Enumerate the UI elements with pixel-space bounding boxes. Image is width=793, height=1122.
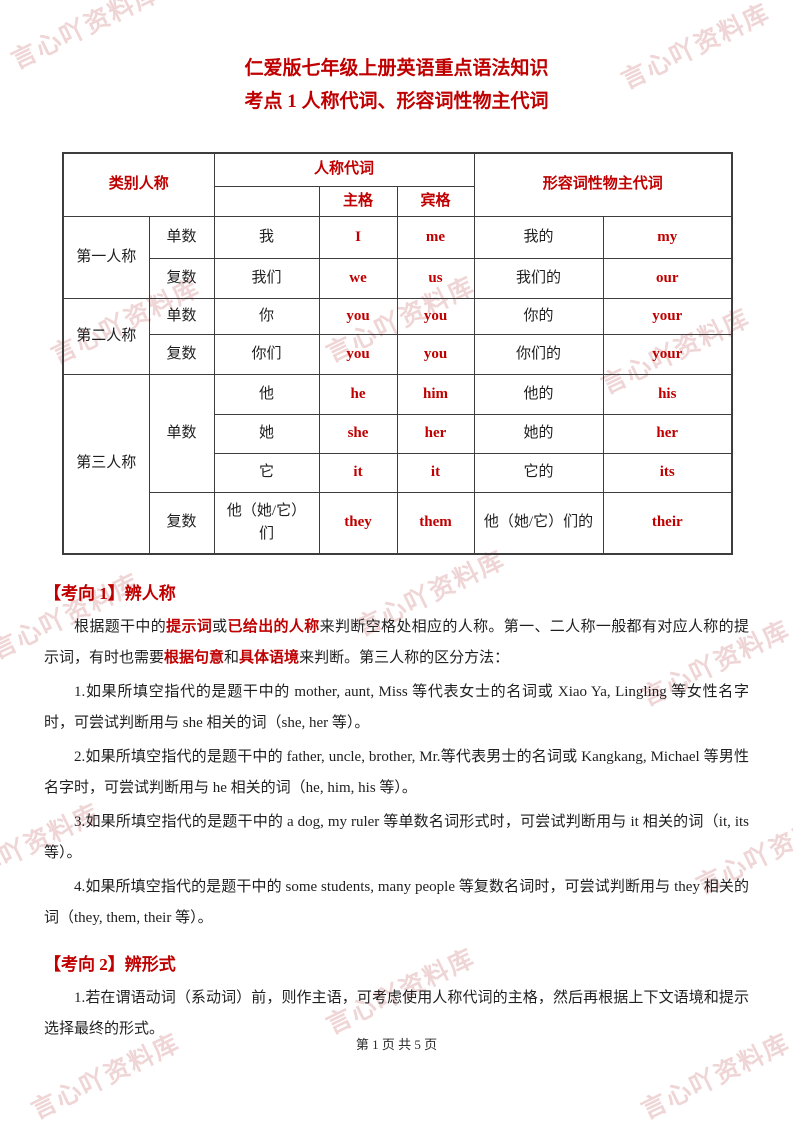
section-heading-kaoxiang1: 【考向 1】辨人称	[44, 584, 176, 604]
cell-number: 单数	[148, 215, 215, 259]
cell-objective: me	[396, 215, 475, 259]
paragraph: 4.如果所填空指代的是题干中的 some students, many peop…	[44, 872, 749, 934]
body-text: 或	[212, 619, 228, 636]
body-text: 4.如果所填空指代的是题干中的 some students, many peop…	[44, 879, 749, 927]
cell-possessive-chinese: 它的	[473, 452, 604, 493]
cell-chinese: 它	[213, 452, 320, 493]
cell-objective: you	[396, 333, 475, 375]
paragraph: 2.如果所填空指代的是题干中的 father, uncle, brother, …	[44, 742, 749, 804]
header-category: 类别人称	[62, 152, 215, 217]
cell-objective: them	[396, 491, 475, 555]
cell-subjective: he	[318, 373, 398, 415]
body-text: 来判断空格处相应的人称。第一、二人称一般都有对应人称的提示词，有时也需要	[44, 619, 749, 667]
cell-subjective: you	[318, 297, 398, 335]
cell-possessive-english: its	[602, 452, 733, 493]
cell-possessive-english: your	[602, 297, 733, 335]
cell-number: 单数	[148, 373, 215, 493]
cell-objective: us	[396, 257, 475, 299]
cell-possessive-chinese: 他的	[473, 373, 604, 415]
cell-objective: her	[396, 413, 475, 454]
cell-possessive-chinese: 他（她/它）们的	[473, 491, 604, 555]
paragraph: 根据题干中的提示词或已给出的人称来判断空格处相应的人称。第一、二人称一般都有对应…	[44, 612, 749, 674]
cell-chinese: 他（她/它）们	[213, 491, 320, 555]
cell-number: 复数	[148, 491, 215, 555]
table-row: 复数 他（她/它）们 they them 他（她/它）们的 their	[63, 491, 733, 555]
highlight-term: 已给出的人称	[227, 619, 320, 636]
header-subjective: 主格	[318, 185, 398, 217]
cell-chinese: 她	[213, 413, 320, 454]
page-footer: 第 1 页 共 5 页	[355, 1037, 438, 1052]
table-row: 复数 你们 you you 你们的 your	[63, 333, 733, 375]
cell-objective: you	[396, 297, 475, 335]
cell-possessive-chinese: 她的	[473, 413, 604, 454]
cell-number: 单数	[148, 297, 215, 335]
body-text: 3.如果所填空指代的是题干中的 a dog, my ruler 等单数名词形式时…	[44, 814, 749, 862]
pronoun-table: 类别人称 人称代词 形容词性物主代词 主格 宾格 第一人称 单数 我 I me …	[62, 152, 733, 556]
header-objective: 宾格	[396, 185, 475, 217]
cell-objective: him	[396, 373, 475, 415]
cell-number: 复数	[148, 333, 215, 375]
cell-possessive-english: your	[602, 333, 733, 375]
cell-subjective: you	[318, 333, 398, 375]
body-text: 1.如果所填空指代的是题干中的 mother, aunt, Miss 等代表女士…	[44, 684, 749, 732]
header-empty-cell	[213, 185, 320, 217]
body-text: 1.若在谓语动词（系动词）前，则作主语，可考虑使用人称代词的主格，然后再根据上下…	[44, 990, 749, 1038]
paragraph: 1.若在谓语动词（系动词）前，则作主语，可考虑使用人称代词的主格，然后再根据上下…	[44, 983, 749, 1045]
cell-objective: it	[396, 452, 475, 493]
highlight-term: 具体语境	[239, 650, 300, 667]
body-text: 和	[224, 650, 240, 667]
section-heading-kaoxiang2: 【考向 2】辨形式	[44, 955, 176, 975]
cell-possessive-english: her	[602, 413, 733, 454]
cell-chinese: 我	[213, 215, 320, 259]
cell-group: 第三人称	[62, 373, 150, 555]
cell-possessive-english: my	[602, 215, 733, 259]
highlight-term: 根据句意	[164, 650, 225, 667]
cell-subjective: we	[318, 257, 398, 299]
cell-possessive-english: our	[602, 257, 733, 299]
table-row: 她 she her 她的 her	[63, 413, 733, 454]
doc-subtitle: 考点 1 人称代词、形容词性物主代词	[244, 90, 549, 112]
cell-group: 第一人称	[62, 215, 150, 299]
cell-possessive-english: their	[602, 491, 733, 555]
cell-possessive-chinese: 我们的	[473, 257, 604, 299]
body-text: 来判断。第三人称的区分方法：	[299, 650, 510, 667]
cell-subjective: I	[318, 215, 398, 259]
cell-subjective: it	[318, 452, 398, 493]
table-row: 它 it it 它的 its	[63, 452, 733, 493]
highlight-term: 提示词	[166, 619, 213, 636]
header-personal-pronoun: 人称代词	[213, 152, 475, 187]
cell-possessive-chinese: 你的	[473, 297, 604, 335]
table-row: 第二人称 单数 你 you you 你的 your	[62, 297, 733, 375]
cell-possessive-chinese: 我的	[473, 215, 604, 259]
table-row: 复数 我们 we us 我们的 our	[63, 257, 733, 299]
paragraph: 1.如果所填空指代的是题干中的 mother, aunt, Miss 等代表女士…	[44, 677, 749, 739]
doc-title: 仁爱版七年级上册英语重点语法知识	[244, 58, 549, 79]
cell-possessive-english: his	[602, 373, 733, 415]
cell-group: 第二人称	[62, 297, 150, 375]
page-content: 仁爱版七年级上册英语重点语法知识 考点 1 人称代词、形容词性物主代词 类别人称…	[44, 58, 749, 1045]
paragraph: 3.如果所填空指代的是题干中的 a dog, my ruler 等单数名词形式时…	[44, 807, 749, 869]
cell-chinese: 我们	[213, 257, 320, 299]
cell-chinese: 你	[213, 297, 320, 335]
body-text: 2.如果所填空指代的是题干中的 father, uncle, brother, …	[44, 749, 749, 797]
cell-subjective: she	[318, 413, 398, 454]
cell-chinese: 你们	[213, 333, 320, 375]
header-possessive: 形容词性物主代词	[473, 152, 733, 217]
cell-chinese: 他	[213, 373, 320, 415]
cell-number: 复数	[148, 257, 215, 299]
body-text: 根据题干中的	[74, 619, 167, 636]
table-row: 第三人称 单数 他 he him 他的 his	[62, 373, 733, 555]
cell-subjective: they	[318, 491, 398, 555]
cell-possessive-chinese: 你们的	[473, 333, 604, 375]
table-row: 第一人称 单数 我 I me 我的 my	[62, 215, 733, 299]
